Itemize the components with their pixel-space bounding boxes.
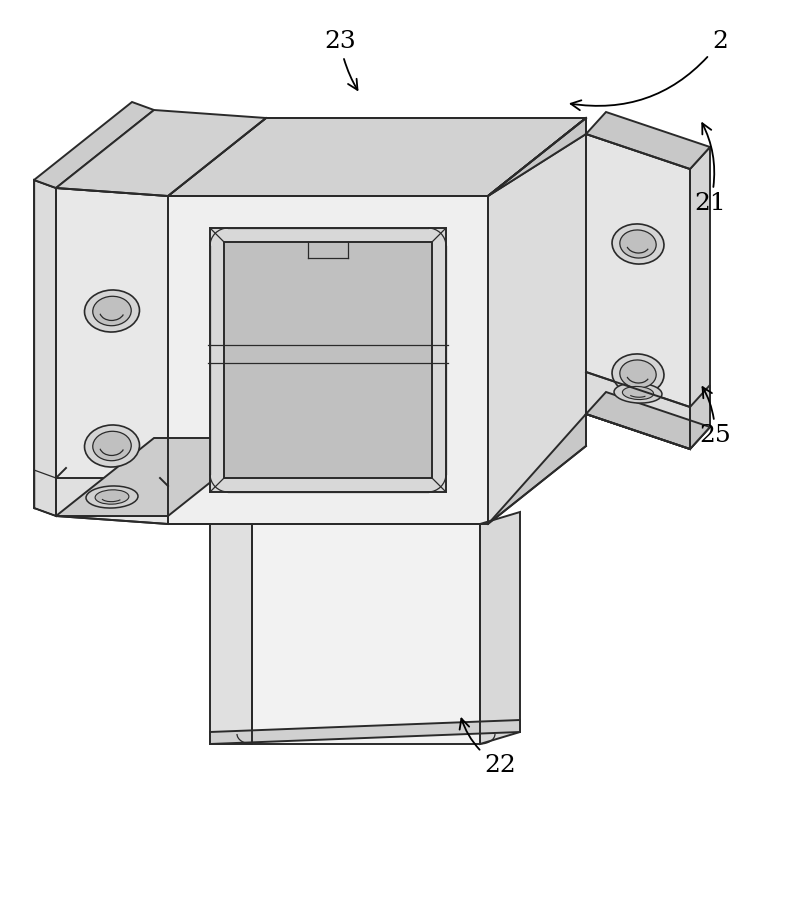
Text: 23: 23 (324, 30, 358, 90)
Text: 25: 25 (699, 388, 731, 448)
Polygon shape (586, 372, 690, 449)
Polygon shape (690, 147, 710, 449)
Ellipse shape (85, 290, 139, 332)
Polygon shape (586, 134, 690, 449)
Text: 21: 21 (694, 123, 726, 216)
Polygon shape (586, 112, 710, 169)
Polygon shape (56, 110, 266, 196)
Polygon shape (56, 478, 168, 516)
Polygon shape (480, 512, 520, 744)
Polygon shape (34, 180, 56, 516)
Ellipse shape (612, 354, 664, 394)
Ellipse shape (612, 224, 664, 264)
Polygon shape (56, 438, 266, 516)
Polygon shape (210, 720, 520, 744)
Polygon shape (488, 134, 586, 524)
Ellipse shape (95, 490, 129, 505)
Polygon shape (690, 385, 710, 449)
Ellipse shape (93, 431, 131, 461)
Ellipse shape (93, 296, 131, 325)
Polygon shape (224, 242, 432, 478)
Polygon shape (252, 524, 480, 744)
Ellipse shape (614, 383, 662, 403)
Ellipse shape (86, 486, 138, 508)
Polygon shape (56, 188, 168, 524)
Polygon shape (488, 118, 586, 196)
Polygon shape (168, 118, 586, 196)
Text: 22: 22 (460, 718, 516, 778)
Polygon shape (210, 524, 252, 744)
Polygon shape (210, 228, 446, 492)
Polygon shape (34, 102, 154, 188)
Ellipse shape (620, 230, 656, 258)
Ellipse shape (620, 360, 656, 388)
Polygon shape (488, 118, 586, 524)
Text: 2: 2 (570, 30, 728, 111)
Ellipse shape (622, 387, 654, 399)
Polygon shape (168, 196, 488, 524)
Ellipse shape (85, 425, 139, 467)
Polygon shape (586, 392, 710, 449)
